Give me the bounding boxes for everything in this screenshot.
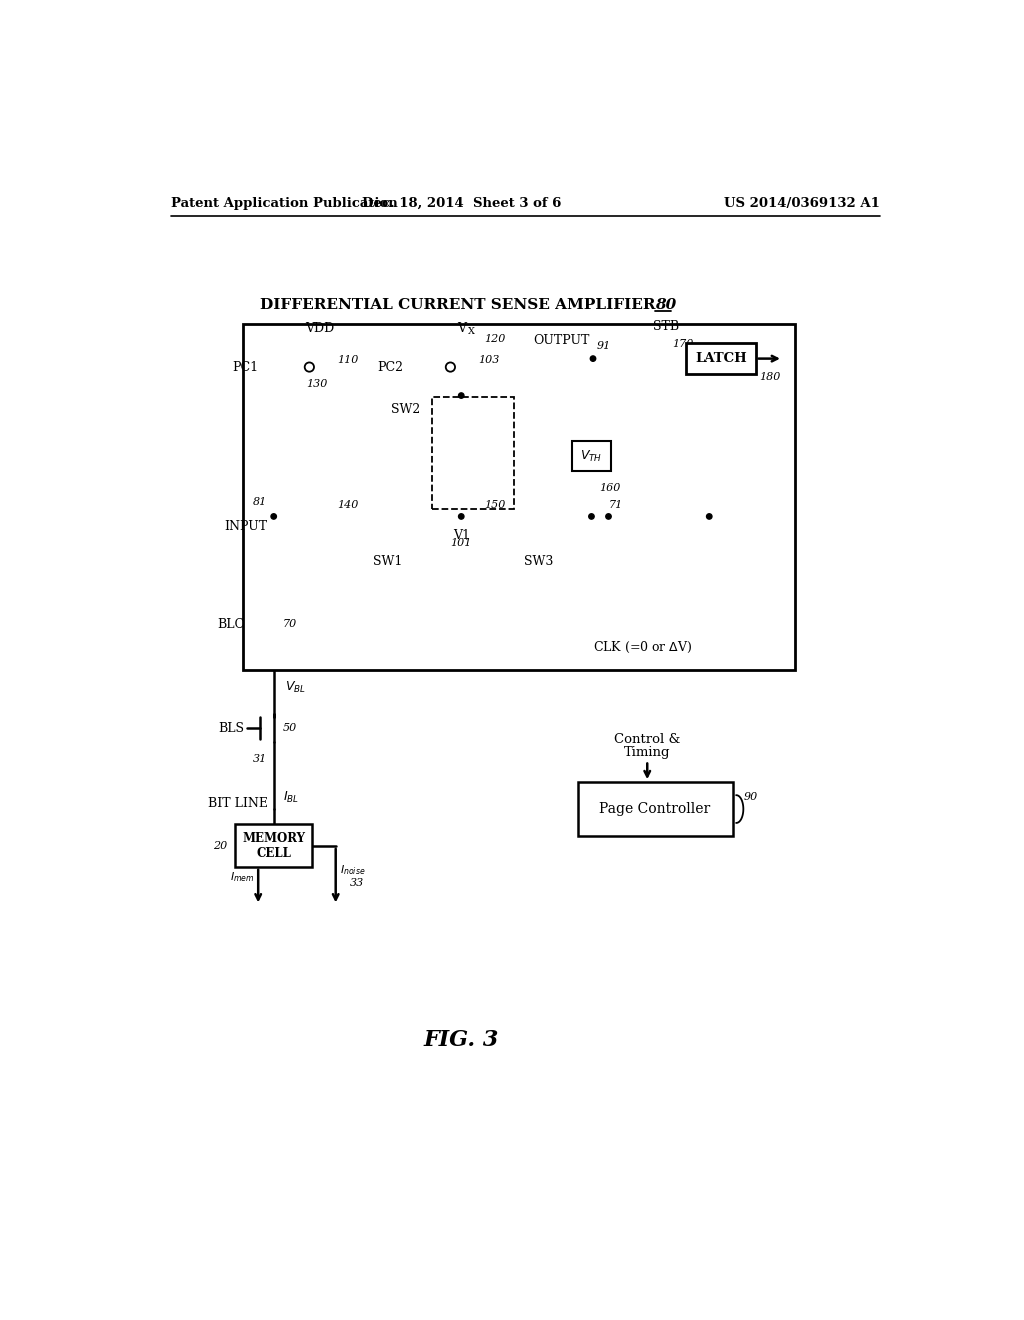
Text: Timing: Timing	[624, 746, 671, 759]
Text: $I_{BL}$: $I_{BL}$	[283, 789, 299, 805]
Text: BIT LINE: BIT LINE	[208, 797, 267, 810]
Text: 120: 120	[484, 334, 506, 345]
Text: LATCH: LATCH	[695, 352, 746, 366]
Text: Control &: Control &	[614, 733, 680, 746]
Circle shape	[271, 513, 276, 519]
Bar	[686, 343, 756, 374]
Text: SW3: SW3	[524, 554, 553, 568]
Text: 81: 81	[253, 498, 267, 507]
Text: 31: 31	[253, 754, 267, 764]
Text: PC1: PC1	[232, 360, 258, 374]
Bar	[572, 441, 611, 471]
Text: Dec. 18, 2014  Sheet 3 of 6: Dec. 18, 2014 Sheet 3 of 6	[361, 197, 561, 210]
Text: 100: 100	[484, 446, 506, 455]
Text: Page Controller: Page Controller	[599, 803, 711, 816]
Circle shape	[606, 513, 611, 519]
Circle shape	[459, 393, 464, 399]
Text: $C_{SA}$: $C_{SA}$	[484, 429, 508, 445]
Text: 70: 70	[283, 619, 297, 630]
Text: 101: 101	[451, 539, 472, 548]
Text: PC2: PC2	[377, 360, 403, 374]
Text: 103: 103	[478, 355, 500, 366]
Text: 150: 150	[484, 500, 506, 511]
Circle shape	[589, 513, 594, 519]
Bar	[432, 397, 514, 508]
Text: Patent Application Publication: Patent Application Publication	[171, 197, 397, 210]
Circle shape	[590, 356, 596, 362]
Text: $I_{noise}$: $I_{noise}$	[340, 863, 366, 876]
Text: FIG. 3: FIG. 3	[424, 1030, 499, 1051]
Text: BLC: BLC	[217, 618, 245, 631]
Text: INPUT: INPUT	[224, 520, 267, 532]
Text: V2: V2	[469, 401, 485, 414]
Text: CLK (=0 or $\Delta$V): CLK (=0 or $\Delta$V)	[593, 640, 692, 655]
Text: $V_{TH}$: $V_{TH}$	[581, 449, 602, 463]
Bar	[243, 323, 795, 671]
Text: 80: 80	[655, 298, 676, 312]
Text: 160: 160	[599, 483, 621, 492]
Text: 20: 20	[213, 841, 227, 851]
Text: US 2014/0369132 A1: US 2014/0369132 A1	[724, 197, 880, 210]
Text: 140: 140	[337, 500, 358, 511]
Text: 90: 90	[744, 792, 759, 803]
Text: 50: 50	[283, 723, 297, 733]
Text: 33: 33	[349, 878, 364, 888]
Text: V1: V1	[453, 529, 470, 541]
Text: 170: 170	[672, 339, 693, 350]
Text: DIFFERENTIAL CURRENT SENSE AMPLIFIER: DIFFERENTIAL CURRENT SENSE AMPLIFIER	[260, 298, 660, 312]
Text: OUTPUT: OUTPUT	[532, 334, 589, 347]
Text: SW2: SW2	[391, 403, 421, 416]
Text: 91: 91	[597, 341, 611, 351]
Bar	[578, 781, 732, 836]
Text: STB: STB	[652, 321, 679, 333]
Bar	[234, 825, 312, 867]
Text: 130: 130	[306, 379, 328, 389]
Text: SW1: SW1	[373, 554, 402, 568]
Text: BLS: BLS	[218, 722, 245, 735]
Circle shape	[707, 513, 712, 519]
Text: 180: 180	[760, 372, 781, 383]
Text: $I_{mem}$: $I_{mem}$	[229, 871, 254, 884]
Text: 110: 110	[337, 355, 358, 366]
Text: V: V	[457, 322, 466, 335]
Text: $V_{BL}$: $V_{BL}$	[286, 680, 306, 694]
Text: MEMORY
CELL: MEMORY CELL	[243, 832, 305, 861]
Text: 71: 71	[608, 500, 623, 511]
Text: X: X	[467, 326, 474, 335]
Circle shape	[459, 513, 464, 519]
Text: VDD: VDD	[305, 322, 335, 335]
